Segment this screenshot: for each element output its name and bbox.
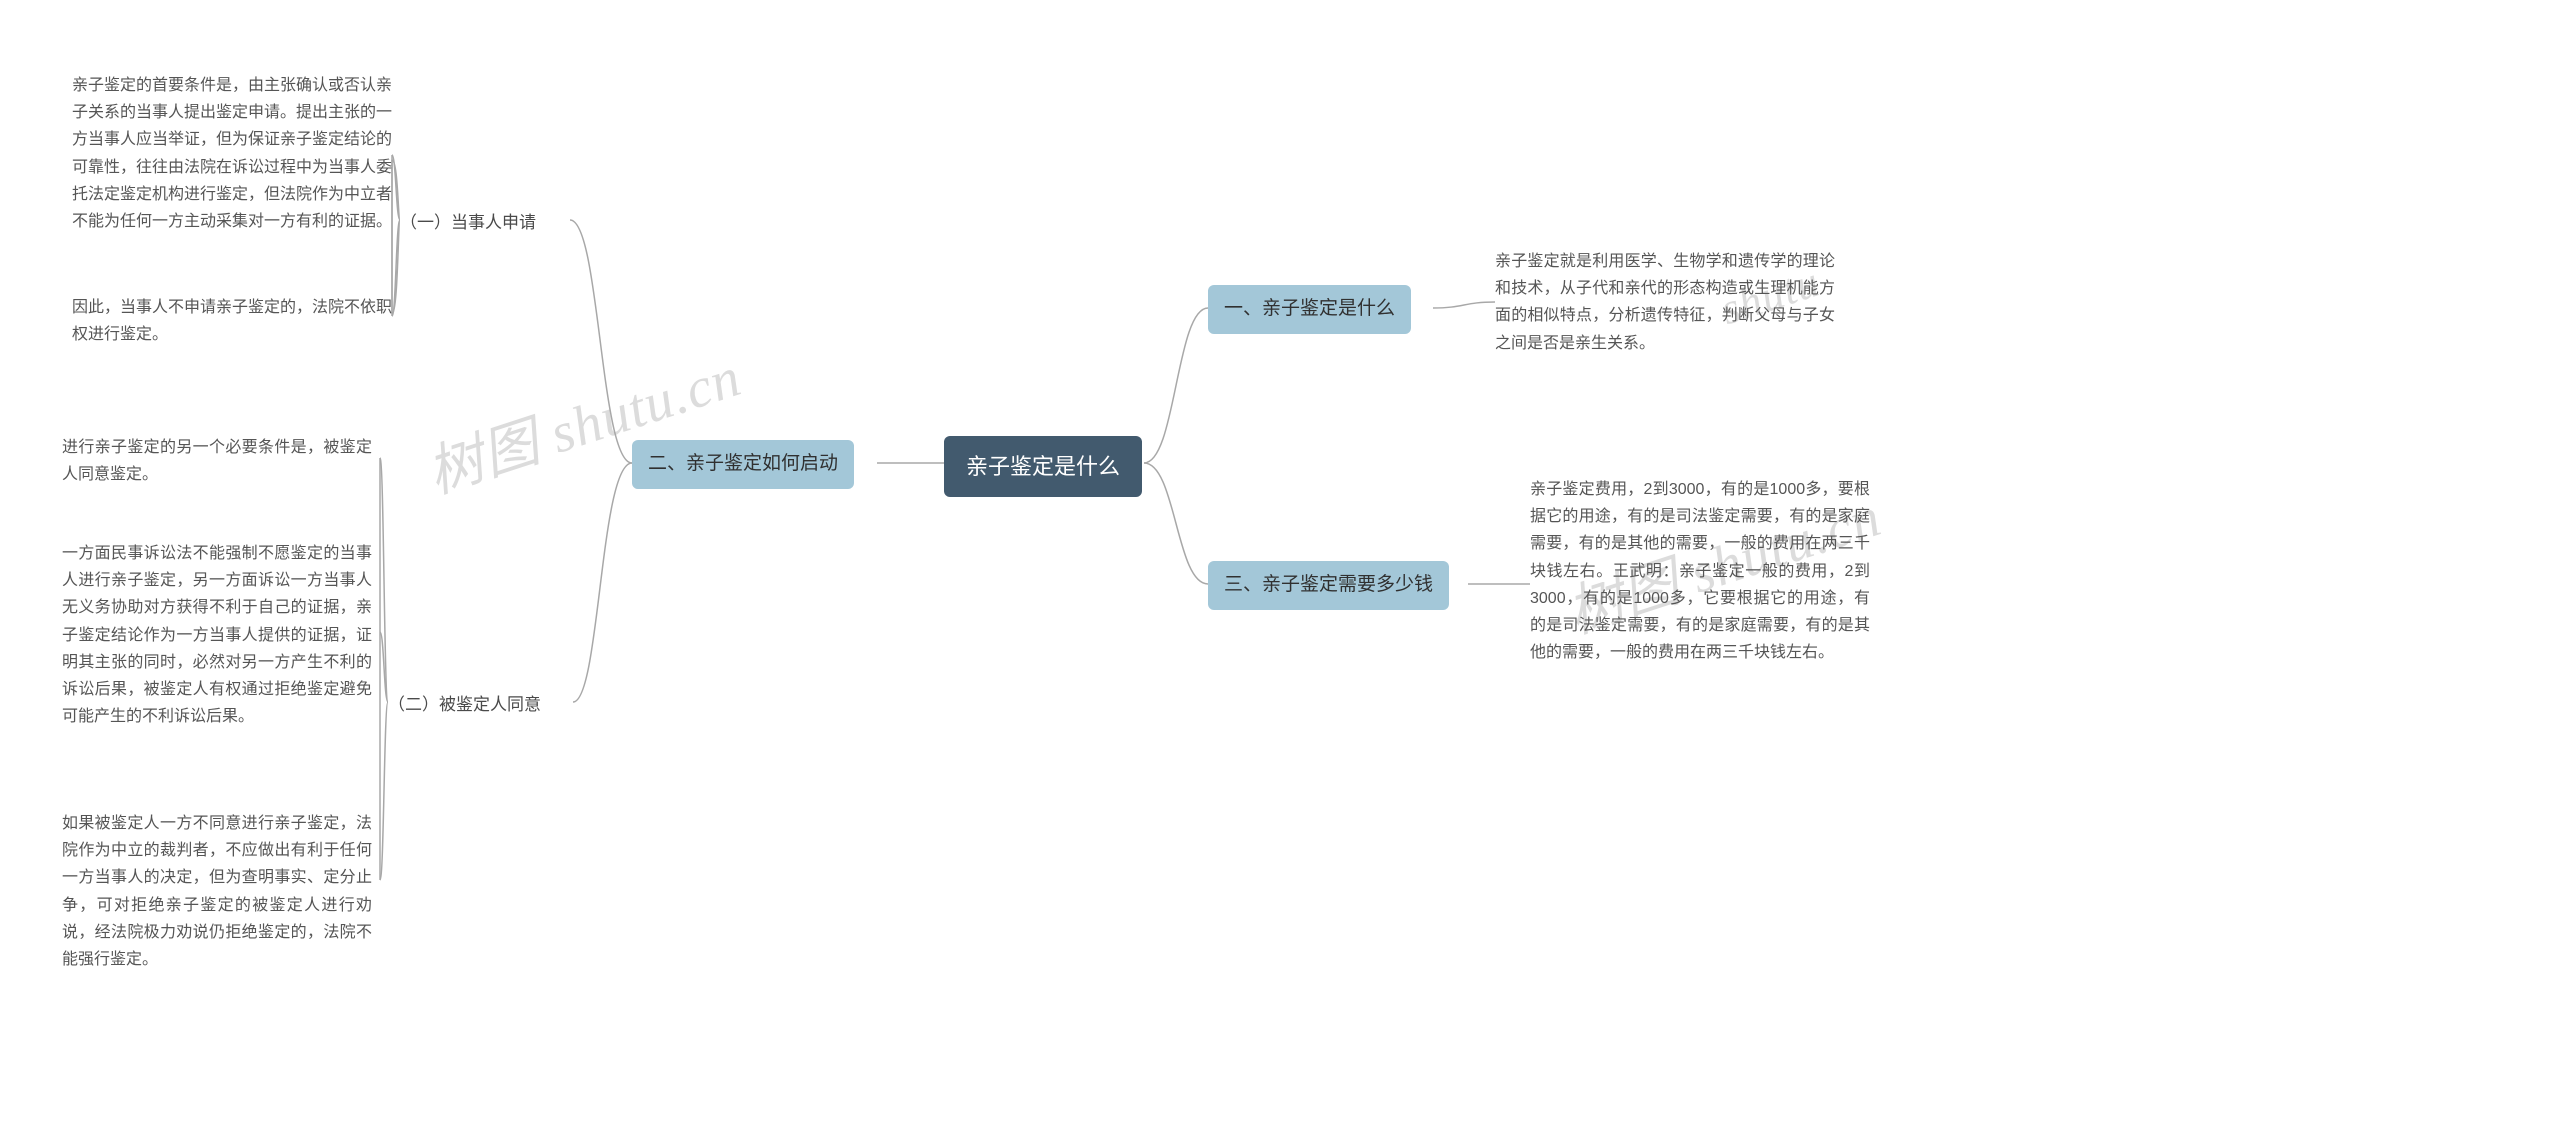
mindmap-root[interactable]: 亲子鉴定是什么	[944, 436, 1142, 497]
leaf-definition: 亲子鉴定就是利用医学、生物学和遗传学的理论和技术，从子代和亲代的形态构造或生理机…	[1495, 248, 1835, 357]
leaf-consent-3: 如果被鉴定人一方不同意进行亲子鉴定，法院作为中立的裁判者，不应做出有利于任何一方…	[62, 810, 372, 973]
leaf-consent-1: 进行亲子鉴定的另一个必要条件是，被鉴定人同意鉴定。	[62, 434, 372, 488]
branch-cost[interactable]: 三、亲子鉴定需要多少钱	[1208, 561, 1449, 610]
leaf-applicant-2: 因此，当事人不申请亲子鉴定的，法院不依职权进行鉴定。	[72, 294, 392, 348]
sub-applicant[interactable]: （一）当事人申请	[400, 206, 536, 240]
branch-what-is[interactable]: 一、亲子鉴定是什么	[1208, 285, 1411, 334]
sub-consent[interactable]: （二）被鉴定人同意	[388, 688, 541, 722]
branch-how-start[interactable]: 二、亲子鉴定如何启动	[632, 440, 854, 489]
leaf-consent-2: 一方面民事诉讼法不能强制不愿鉴定的当事人进行亲子鉴定，另一方面诉讼一方当事人无义…	[62, 540, 372, 730]
leaf-applicant-1: 亲子鉴定的首要条件是，由主张确认或否认亲子关系的当事人提出鉴定申请。提出主张的一…	[72, 72, 392, 235]
leaf-cost-detail: 亲子鉴定费用，2到3000，有的是1000多，要根据它的用途，有的是司法鉴定需要…	[1530, 476, 1870, 666]
